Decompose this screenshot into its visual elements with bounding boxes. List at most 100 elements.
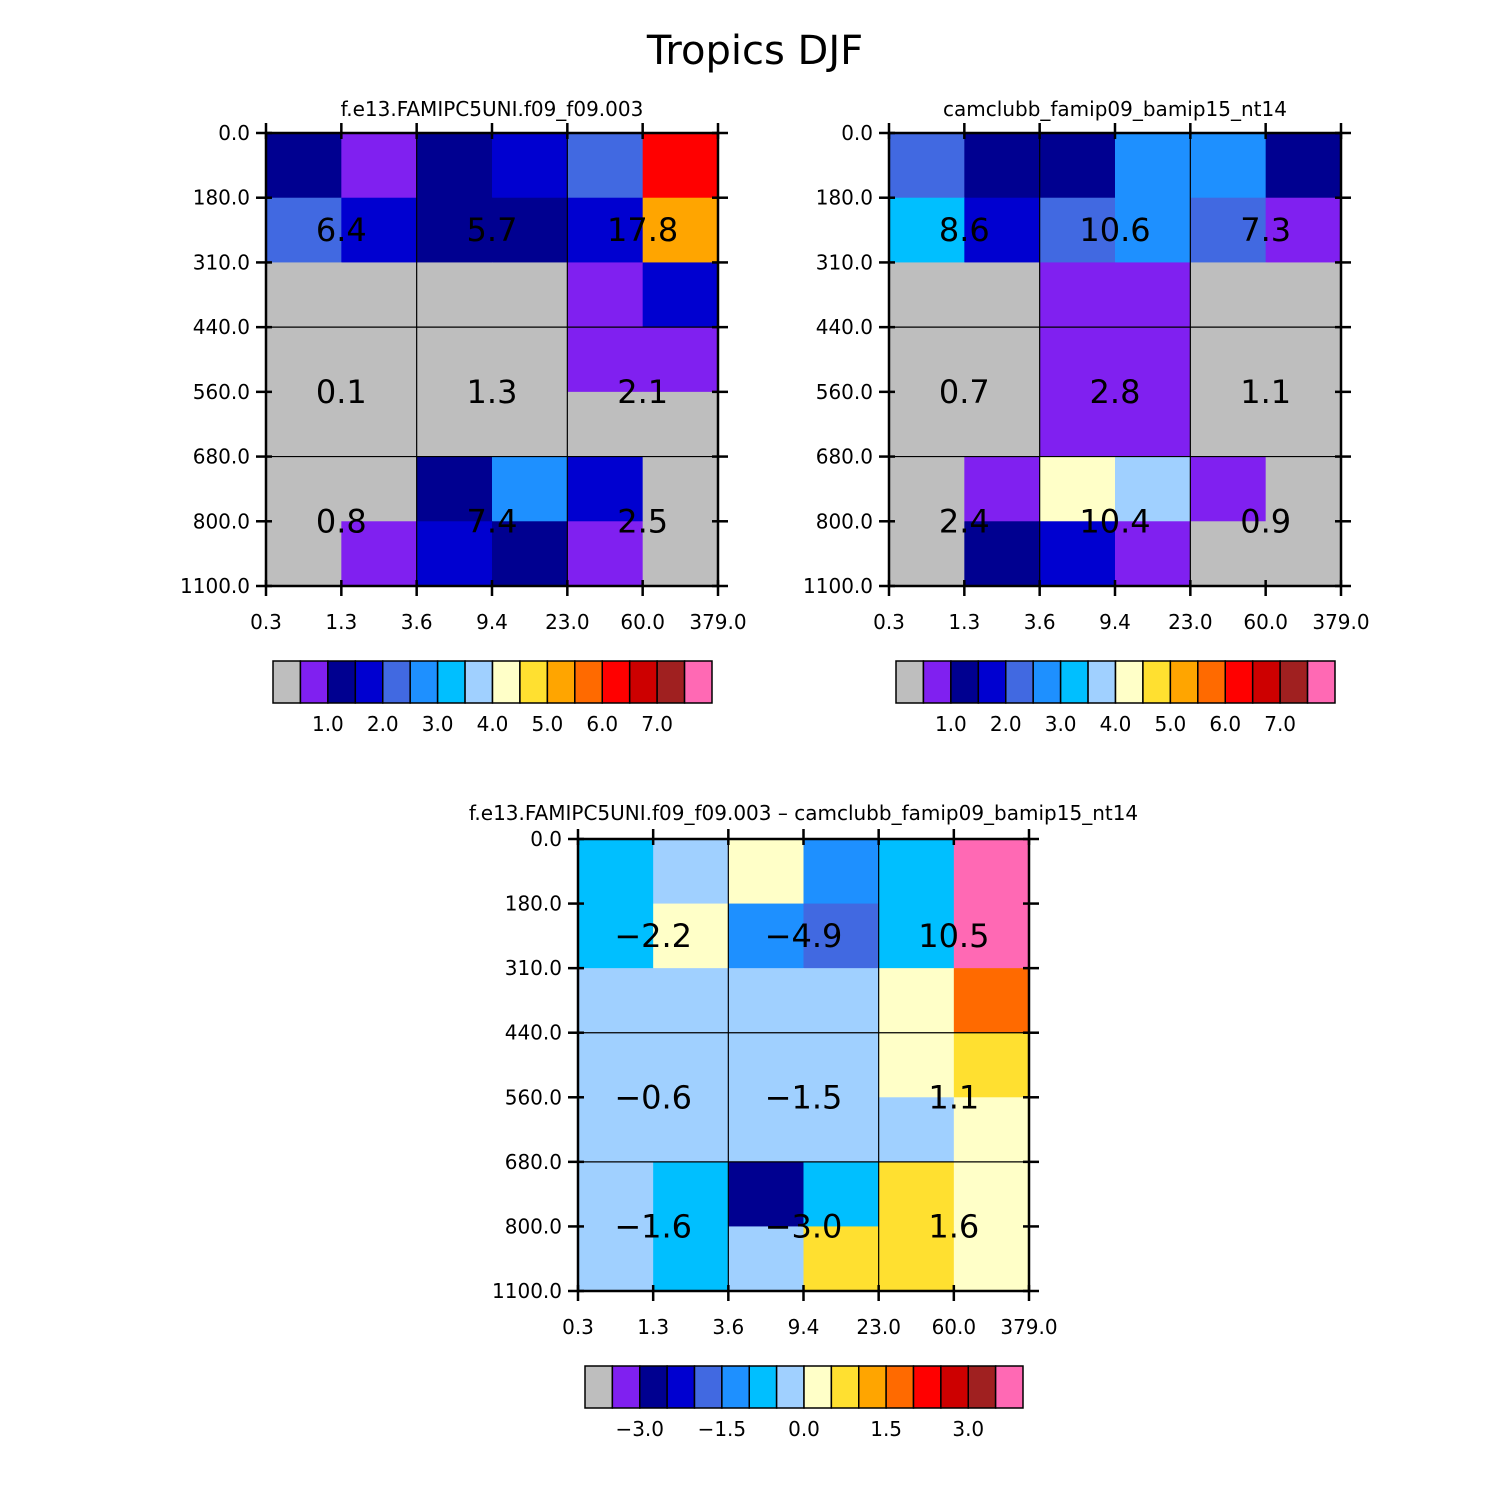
block-value-label: 1.1 <box>1240 373 1291 411</box>
heatmap-cell <box>416 391 493 458</box>
block-value-label: 2.5 <box>617 502 668 540</box>
colorbar-swatch <box>895 660 925 704</box>
heatmap-cell <box>266 456 342 522</box>
y-tick-label: 560.0 <box>193 380 250 404</box>
heatmap-cell <box>1265 197 1342 264</box>
x-tick-label: 23.0 <box>856 1315 901 1339</box>
colorbar-label: 0.0 <box>788 1417 820 1441</box>
block-value-label: −0.6 <box>614 1078 692 1116</box>
block-value-label: 7.3 <box>1240 211 1291 249</box>
colorbar-label: −1.5 <box>698 1417 747 1441</box>
heatmap-cell <box>492 327 568 393</box>
heatmap-cell <box>416 327 493 393</box>
colorbar-swatch <box>977 660 1007 704</box>
colorbar-label: 3.0 <box>952 1417 984 1441</box>
colorbar-swatch <box>1197 660 1226 704</box>
heatmap-cell <box>567 391 644 458</box>
heatmap-cell <box>492 133 568 199</box>
heatmap-cell <box>1190 456 1267 522</box>
heatmap-cell <box>567 327 644 393</box>
heatmap-cell <box>964 456 1041 522</box>
heatmap-cell <box>1190 133 1267 199</box>
heatmap-cell <box>578 1097 654 1163</box>
block-value-label: 8.6 <box>939 211 990 249</box>
x-tick-label: 0.3 <box>873 610 905 634</box>
x-tick-label: 1.3 <box>637 1315 669 1339</box>
heatmap-cell <box>1115 133 1191 199</box>
colorbar-label: 5.0 <box>531 712 563 736</box>
y-tick-label: 310.0 <box>505 956 562 980</box>
colorbar: 1.0 2.0 3.0 4.0 5.0 6.0 7.0 <box>272 660 713 736</box>
colorbar-swatch <box>967 1365 997 1409</box>
x-tick-label: 9.4 <box>788 1315 820 1339</box>
heatmap-cell <box>1265 133 1342 199</box>
x-tick-label: 379.0 <box>1312 610 1369 634</box>
colorbar-swatch <box>327 660 357 704</box>
colorbar-swatch <box>721 1365 750 1409</box>
colorbar-label: 1.5 <box>870 1417 902 1441</box>
block-value-label: 5.7 <box>467 211 518 249</box>
colorbar-swatch <box>354 660 384 704</box>
heatmap-cell <box>1039 327 1116 393</box>
heatmap-cell <box>567 197 644 264</box>
heatmap-cell <box>803 1161 880 1228</box>
block-value-label: 17.8 <box>607 211 678 249</box>
y-tick-label: 800.0 <box>193 509 250 533</box>
block-value-label: −2.2 <box>614 917 692 955</box>
heatmap-cell <box>492 262 568 328</box>
y-tick-label: 680.0 <box>505 1150 562 1174</box>
heatmap-cell <box>1039 391 1116 458</box>
heatmap-cell <box>953 1097 1030 1163</box>
panel-title: camclubb_famip09_bamip15_nt14 <box>943 97 1287 121</box>
colorbar-label: 4.0 <box>477 712 509 736</box>
heatmap-cell <box>1039 262 1116 328</box>
heatmap-cell <box>728 1032 805 1098</box>
heatmap-cell <box>953 839 1030 905</box>
heatmap-cell <box>416 456 493 522</box>
block-value-label: 2.4 <box>939 502 990 540</box>
colorbar-swatch <box>464 660 494 704</box>
x-tick-label: 9.4 <box>1099 610 1131 634</box>
block-value-label: 6.4 <box>316 211 367 249</box>
heatmap-cell <box>953 903 1030 969</box>
colorbar-swatch <box>436 660 466 704</box>
heatmap-cell <box>341 521 418 587</box>
x-tick-label: 379.0 <box>1000 1315 1057 1339</box>
heatmap-cell <box>889 197 965 264</box>
block-value-label: 10.5 <box>918 917 989 955</box>
colorbar-swatch <box>940 1365 969 1409</box>
colorbar-swatch <box>666 1365 696 1409</box>
colorbar-swatch <box>519 660 549 704</box>
heatmap-cell <box>803 968 880 1034</box>
heatmap-cell <box>803 1097 880 1163</box>
y-tick-label: 180.0 <box>193 186 250 210</box>
block-value-label: 0.8 <box>316 502 367 540</box>
heatmap-cell <box>803 1226 880 1292</box>
heatmap-cell <box>1039 521 1116 587</box>
y-tick-label: 310.0 <box>816 250 873 274</box>
heatmap-cell <box>728 903 805 969</box>
heatmap-cell <box>728 839 805 905</box>
x-tick-label: 3.6 <box>712 1315 744 1339</box>
colorbar-swatch <box>1032 660 1062 704</box>
heatmap-cell <box>567 456 644 522</box>
heatmap-cell <box>964 327 1041 393</box>
colorbar-swatch <box>272 660 302 704</box>
heatmap-cell <box>1115 521 1191 587</box>
colorbar-label: −3.0 <box>615 1417 664 1441</box>
figure-title: Tropics DJF <box>646 28 863 74</box>
heatmap-cell <box>953 1032 1030 1098</box>
y-tick-label: 680.0 <box>193 445 250 469</box>
heatmap-cell <box>878 1161 955 1228</box>
colorbar-swatch <box>409 660 439 704</box>
block-value-label: 0.7 <box>939 373 990 411</box>
heatmap-cell <box>653 1226 729 1292</box>
colorbar-swatch <box>1251 660 1281 704</box>
panel-1: f.e13.FAMIPC5UNI.f09_f09.003 6.4 5.7 17.8 0.… <box>180 97 747 736</box>
colorbar-swatch <box>1059 660 1089 704</box>
block-value-label: 1.1 <box>928 1078 979 1116</box>
colorbar-swatch <box>656 660 686 704</box>
block-value-label: 1.3 <box>467 373 518 411</box>
heatmap-cell <box>1039 197 1116 264</box>
